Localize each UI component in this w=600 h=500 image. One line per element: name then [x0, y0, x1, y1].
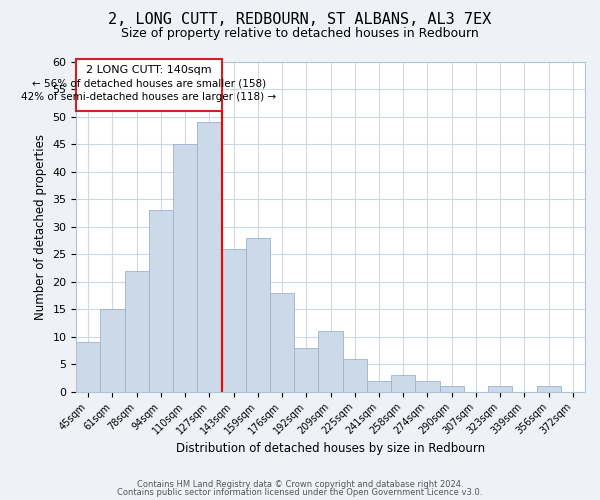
- Text: Contains HM Land Registry data © Crown copyright and database right 2024.: Contains HM Land Registry data © Crown c…: [137, 480, 463, 489]
- Bar: [391, 375, 415, 392]
- Bar: [415, 380, 440, 392]
- Bar: [76, 342, 100, 392]
- Bar: [125, 270, 149, 392]
- Text: Size of property relative to detached houses in Redbourn: Size of property relative to detached ho…: [121, 28, 479, 40]
- Bar: [367, 380, 391, 392]
- Y-axis label: Number of detached properties: Number of detached properties: [34, 134, 47, 320]
- Text: 2 LONG CUTT: 140sqm: 2 LONG CUTT: 140sqm: [86, 65, 212, 75]
- Bar: [149, 210, 173, 392]
- Bar: [197, 122, 221, 392]
- Bar: [100, 309, 125, 392]
- Bar: [221, 248, 246, 392]
- Text: ← 56% of detached houses are smaller (158): ← 56% of detached houses are smaller (15…: [32, 78, 266, 88]
- Bar: [270, 292, 294, 392]
- Bar: [440, 386, 464, 392]
- Bar: [488, 386, 512, 392]
- Bar: [294, 348, 319, 392]
- Bar: [173, 144, 197, 392]
- Bar: [343, 358, 367, 392]
- Text: 42% of semi-detached houses are larger (118) →: 42% of semi-detached houses are larger (…: [21, 92, 277, 102]
- Text: Contains public sector information licensed under the Open Government Licence v3: Contains public sector information licen…: [118, 488, 482, 497]
- Bar: [319, 331, 343, 392]
- X-axis label: Distribution of detached houses by size in Redbourn: Distribution of detached houses by size …: [176, 442, 485, 455]
- Text: 2, LONG CUTT, REDBOURN, ST ALBANS, AL3 7EX: 2, LONG CUTT, REDBOURN, ST ALBANS, AL3 7…: [109, 12, 491, 28]
- Bar: [536, 386, 561, 392]
- Bar: [246, 238, 270, 392]
- FancyBboxPatch shape: [76, 58, 221, 111]
